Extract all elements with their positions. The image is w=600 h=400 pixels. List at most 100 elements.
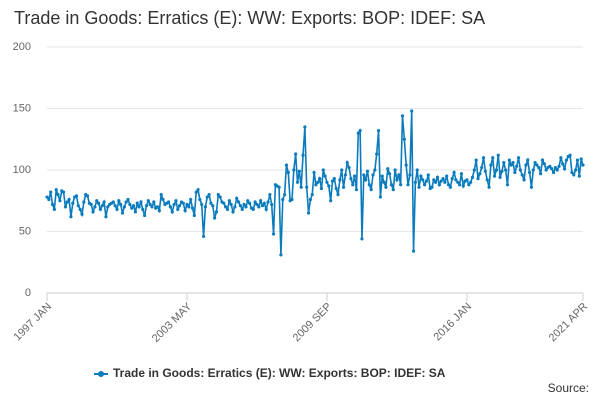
data-point — [159, 193, 163, 197]
data-point — [562, 167, 567, 171]
data-point — [264, 207, 268, 211]
data-point — [74, 194, 79, 198]
data-point — [489, 163, 493, 167]
data-point — [511, 161, 515, 165]
data-point — [513, 170, 517, 175]
y-tick-label: 50 — [19, 225, 31, 237]
data-point — [95, 199, 99, 203]
x-tick-label: 2021 APR — [547, 301, 591, 345]
data-point — [426, 173, 430, 177]
data-point — [450, 177, 454, 181]
data-point — [347, 165, 351, 170]
data-point — [389, 183, 394, 187]
data-point — [305, 185, 309, 189]
data-point — [408, 173, 412, 177]
chart-title: Trade in Goods: Erratics (E): WW: Export… — [14, 8, 485, 28]
data-point — [242, 202, 246, 207]
data-point — [135, 201, 139, 205]
legend-marker — [98, 371, 104, 377]
data-point — [362, 173, 366, 177]
data-point — [551, 170, 556, 175]
data-point — [224, 205, 228, 209]
data-point — [351, 183, 355, 187]
data-point — [246, 199, 250, 203]
data-point — [318, 177, 322, 181]
data-point — [353, 174, 357, 178]
data-point — [553, 165, 557, 170]
data-point — [329, 199, 333, 203]
data-point — [345, 161, 349, 165]
data-point — [174, 199, 178, 203]
data-point — [227, 199, 231, 203]
data-point — [203, 205, 208, 209]
data-point — [478, 172, 482, 176]
data-point — [577, 174, 581, 178]
data-point — [69, 215, 73, 219]
data-point — [50, 202, 55, 207]
data-point — [262, 201, 266, 205]
data-point — [98, 207, 103, 211]
data-point — [124, 200, 128, 204]
data-point — [277, 185, 281, 189]
data-point — [487, 185, 491, 189]
data-point — [168, 205, 173, 209]
data-point — [419, 174, 423, 178]
data-point — [45, 195, 49, 199]
data-point — [189, 197, 193, 202]
data-point — [393, 168, 397, 172]
data-point — [128, 202, 132, 207]
data-point — [49, 190, 53, 194]
data-point — [437, 183, 441, 187]
data-point — [316, 180, 320, 184]
data-point — [422, 183, 427, 187]
series-line — [46, 110, 584, 255]
data-point — [196, 188, 200, 192]
data-point — [113, 204, 117, 208]
data-point — [104, 215, 108, 219]
data-point — [415, 168, 419, 172]
data-point — [387, 172, 392, 176]
data-point — [404, 163, 408, 167]
data-point — [504, 168, 508, 172]
data-point — [82, 200, 86, 204]
data-point — [459, 172, 464, 176]
data-point — [376, 129, 381, 133]
data-point — [537, 165, 541, 170]
data-point — [531, 168, 535, 172]
data-point — [391, 188, 395, 192]
data-point — [150, 205, 154, 209]
data-point — [292, 168, 296, 172]
data-point — [161, 197, 165, 202]
data-point — [564, 158, 569, 162]
data-point — [319, 186, 324, 191]
data-point — [386, 167, 390, 171]
data-point — [47, 197, 51, 202]
data-point — [557, 164, 561, 168]
data-point — [120, 211, 125, 215]
data-point — [378, 195, 382, 199]
data-point — [483, 169, 487, 173]
data-point — [485, 178, 489, 182]
data-point — [65, 200, 69, 204]
data-point — [533, 161, 537, 165]
data-point — [170, 210, 174, 214]
data-point — [301, 153, 305, 157]
data-point — [139, 200, 143, 204]
data-point — [133, 210, 138, 214]
data-point — [435, 175, 440, 179]
data-point — [106, 205, 110, 209]
data-point — [434, 180, 438, 184]
x-tick-label: 2016 JAN — [431, 301, 474, 344]
data-point — [457, 183, 462, 187]
data-point — [126, 197, 130, 202]
data-point — [130, 206, 134, 210]
data-point — [259, 199, 263, 203]
data-point — [231, 210, 235, 214]
data-point — [467, 183, 471, 187]
data-point — [476, 177, 480, 181]
data-point — [58, 199, 62, 203]
data-point — [496, 153, 500, 157]
x-tick-label: 2003 MAY — [150, 300, 195, 345]
data-point — [89, 202, 93, 207]
